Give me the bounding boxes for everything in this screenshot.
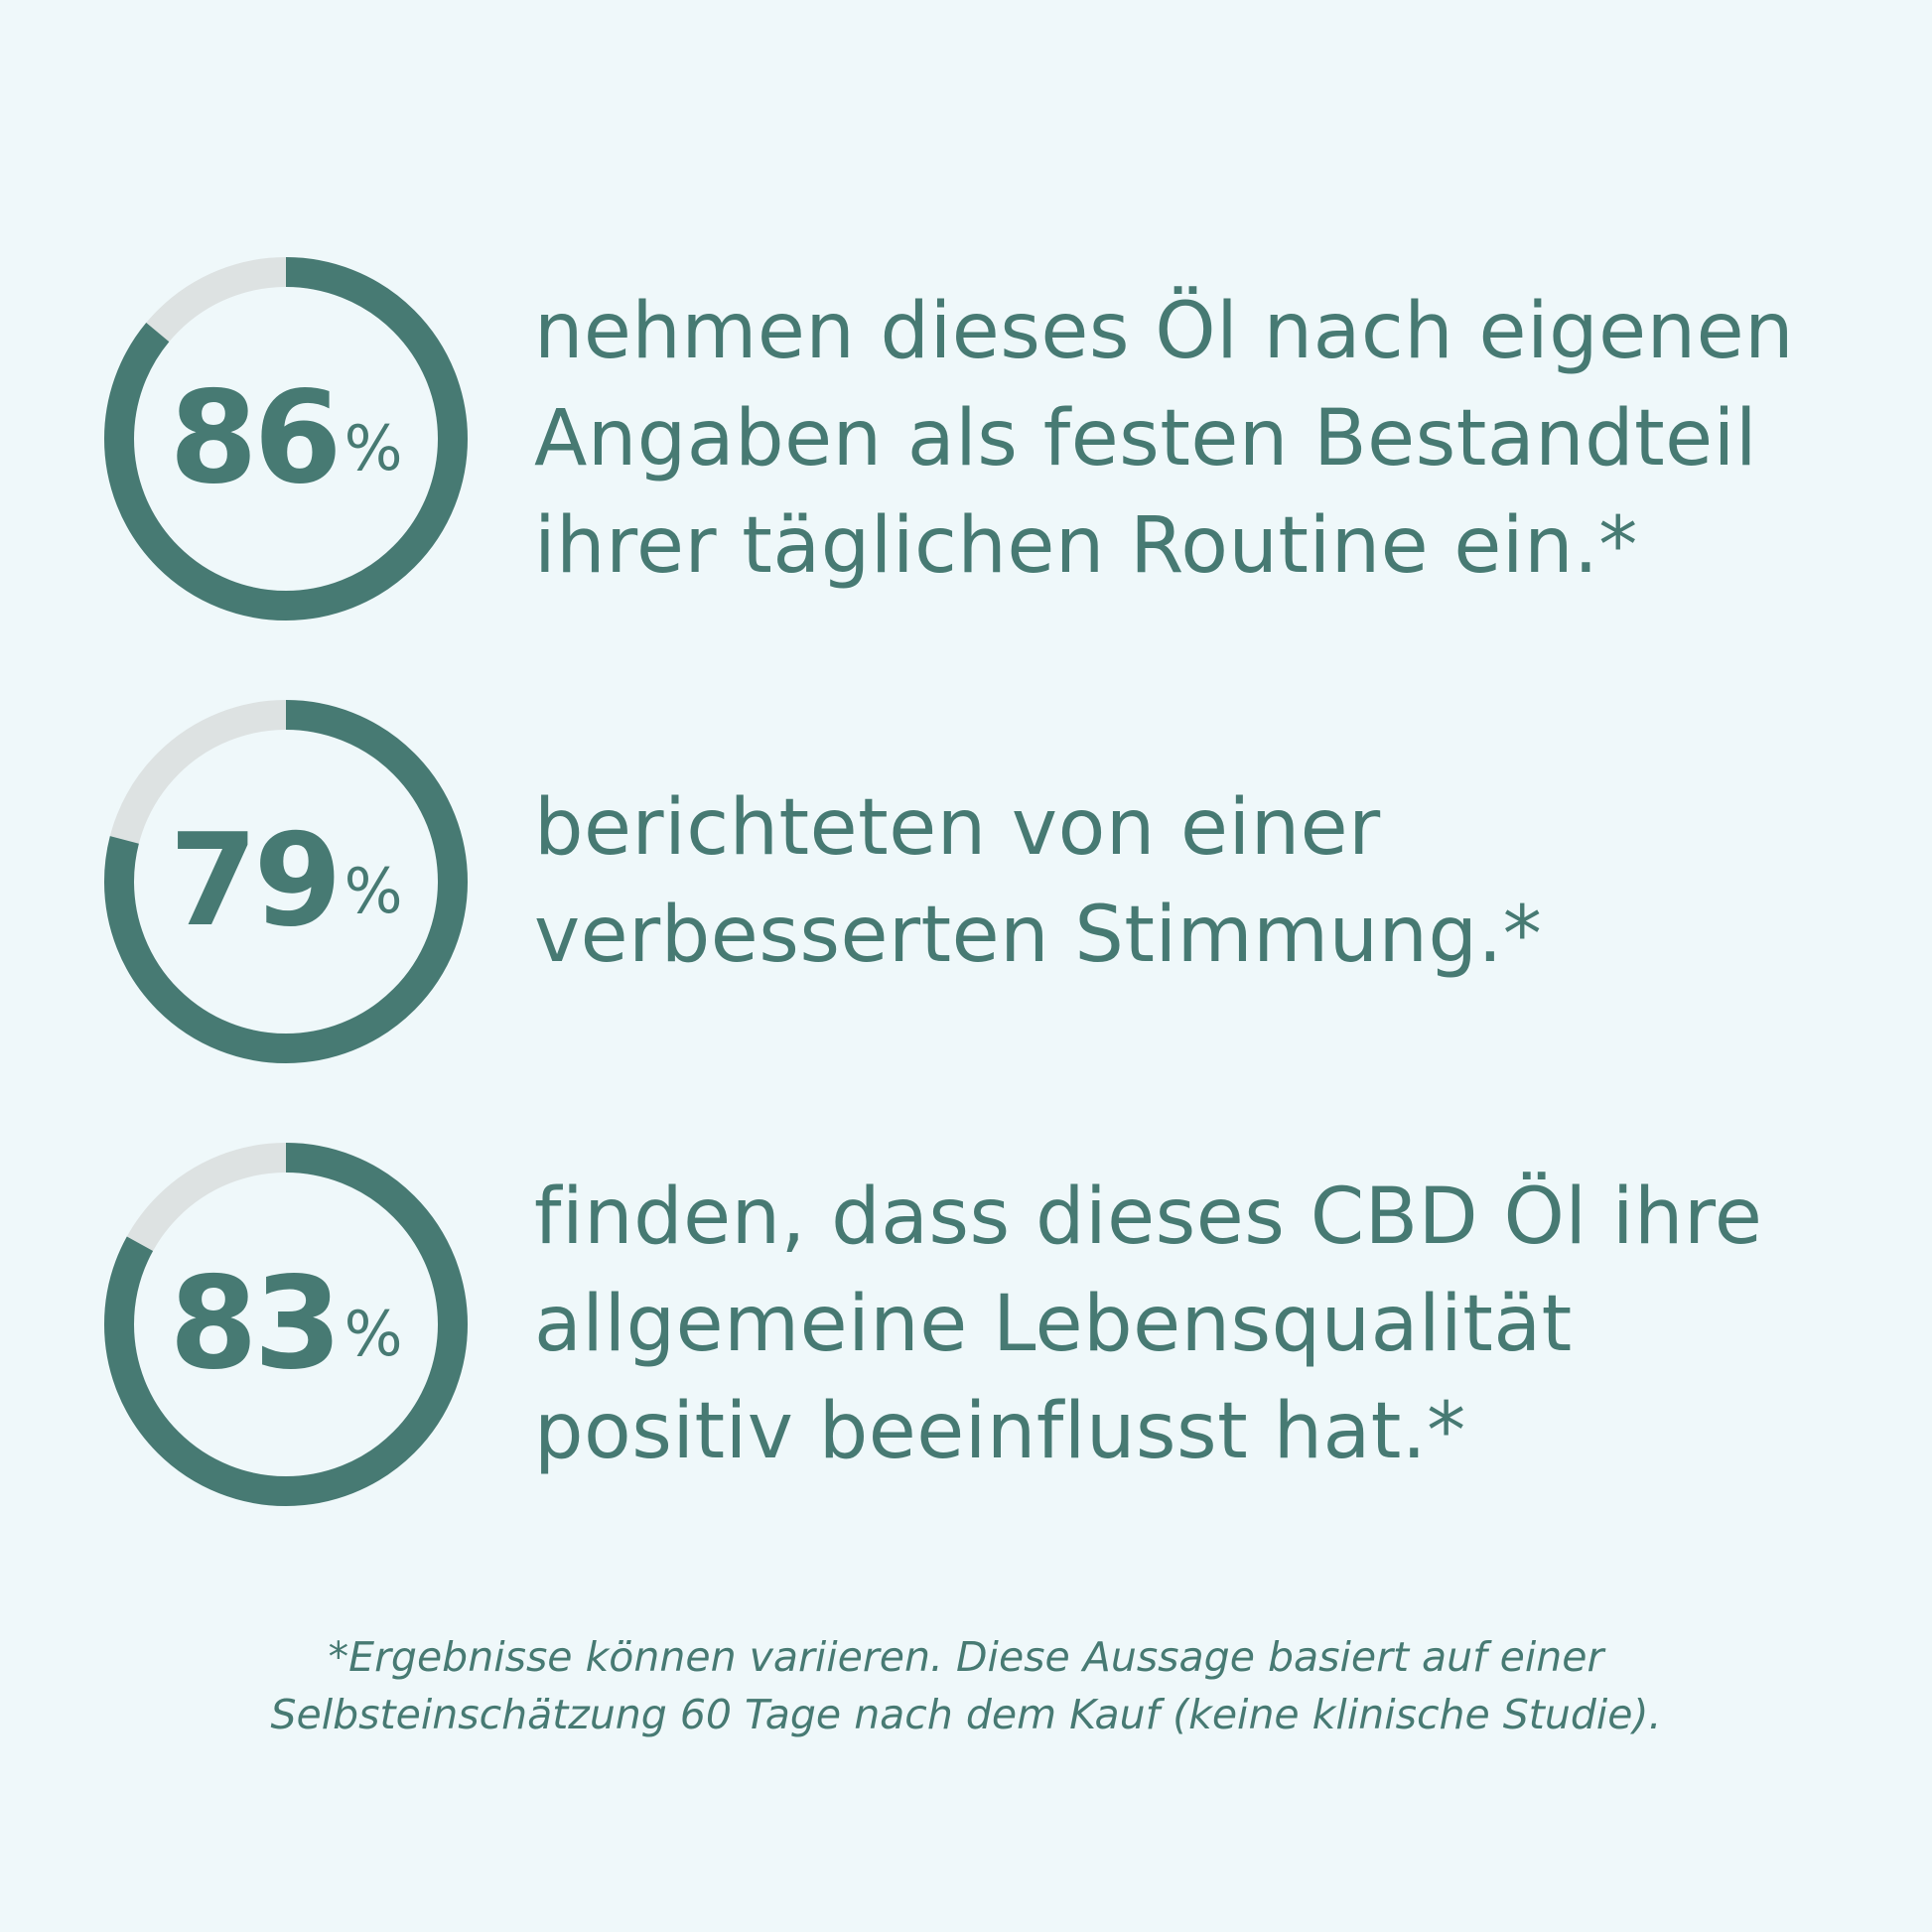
description-line: Angaben als festen Bestandteil [534,394,1757,483]
ring-fill [104,257,468,621]
percent-label: 83% [97,1136,475,1513]
footnote-line: Selbsteinschätzung 60 Tage nach dem Kauf… [270,1691,1662,1738]
description-line: verbesserten Stimmung.* [534,891,1543,980]
stat-description: berichteten von einer verbesserten Stimm… [534,693,1884,1070]
progress-ring: 86% [97,250,475,627]
progress-ring-graphic [104,257,468,621]
percent-value: 86 [169,364,342,512]
progress-ring: 83% [97,1136,475,1513]
stat-row-1: 86% nehmen dieses Öl nach eigenen Angabe… [0,250,1932,627]
stat-row-2: 79% berichteten von einer verbesserten S… [0,693,1932,1070]
footnote-line: *Ergebnisse können variieren. Diese Auss… [328,1633,1604,1681]
percent-value: 83 [169,1250,342,1398]
percent-value: 79 [169,807,342,955]
percent-label: 79% [97,693,475,1070]
percent-sign: % [344,855,403,927]
percent-sign: % [344,1298,403,1370]
stat-description: finden, dass dieses CBD Öl ihre allgemei… [534,1136,1884,1513]
stat-description: nehmen dieses Öl nach eigenen Angaben al… [534,250,1884,627]
progress-ring: 79% [97,693,475,1070]
description-line: positiv beeinflusst hat.* [534,1387,1466,1476]
ring-fill [104,1143,468,1506]
ring-fill [104,700,468,1063]
percent-label: 86% [97,250,475,627]
footnote: *Ergebnisse können variieren. Diese Auss… [0,1628,1932,1743]
description-line: ihrer täglichen Routine ein.* [534,501,1638,591]
description-line: finden, dass dieses CBD Öl ihre [534,1173,1763,1262]
percent-sign: % [344,412,403,484]
description-line: allgemeine Lebensqualität [534,1280,1573,1369]
progress-ring-graphic [104,1143,468,1506]
description-line: nehmen dieses Öl nach eigenen [534,287,1795,376]
stat-row-3: 83% finden, dass dieses CBD Öl ihre allg… [0,1136,1932,1513]
description-line: berichteten von einer [534,783,1381,873]
progress-ring-graphic [104,700,468,1063]
